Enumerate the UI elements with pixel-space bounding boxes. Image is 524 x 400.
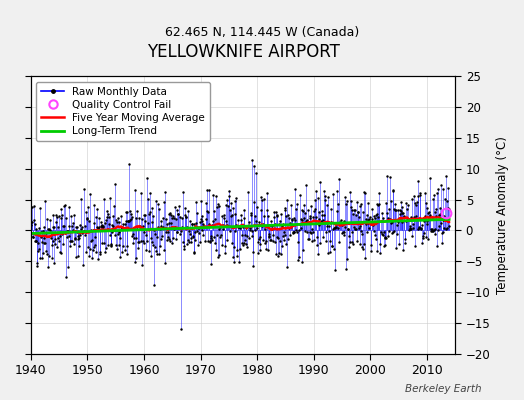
Title: YELLOWKNIFE AIRPORT: YELLOWKNIFE AIRPORT [147,43,340,61]
Legend: Raw Monthly Data, Quality Control Fail, Five Year Moving Average, Long-Term Tren: Raw Monthly Data, Quality Control Fail, … [36,82,211,142]
Text: 62.465 N, 114.445 W (Canada): 62.465 N, 114.445 W (Canada) [165,26,359,39]
Y-axis label: Temperature Anomaly (°C): Temperature Anomaly (°C) [496,136,509,294]
Text: Berkeley Earth: Berkeley Earth [406,384,482,394]
